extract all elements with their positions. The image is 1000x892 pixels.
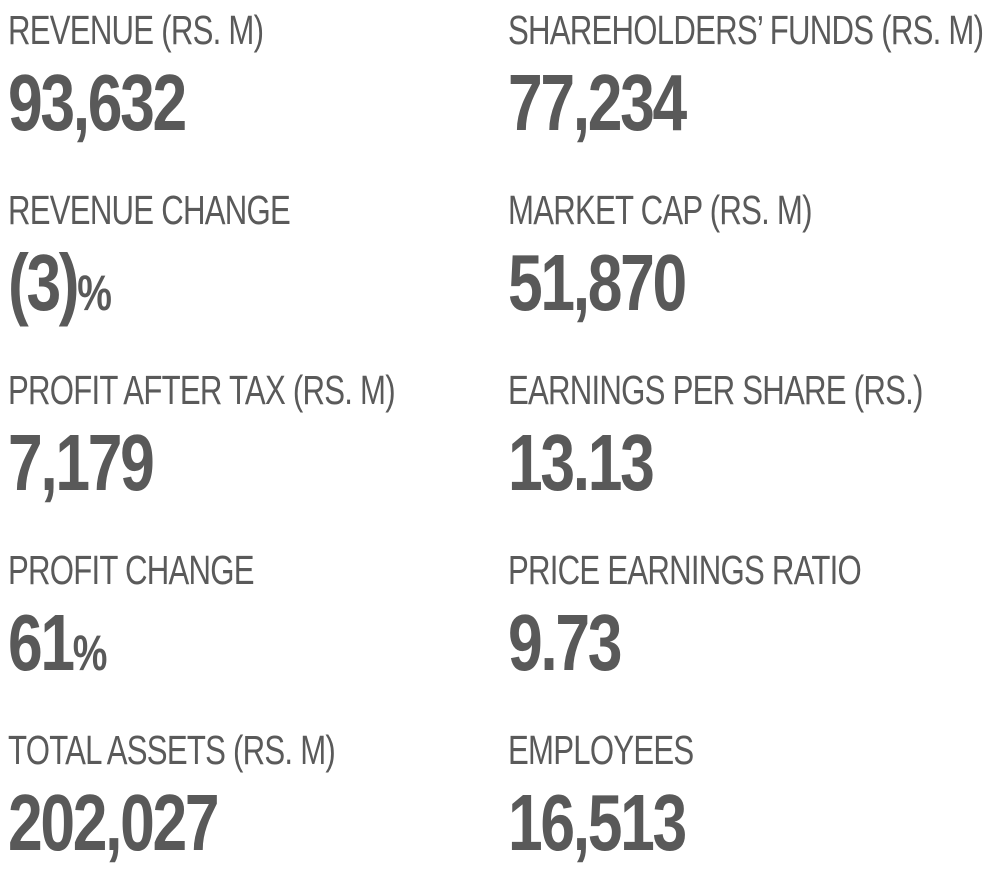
stat-label: REVENUE (RS. M) (8, 7, 264, 53)
stat-earnings-per-share: EARNINGS PER SHARE (RS.) 13.13 (508, 360, 1000, 532)
stat-label: PROFIT AFTER TAX (RS. M) (8, 367, 396, 413)
stat-profit-after-tax: PROFIT AFTER TAX (RS. M) 7,179 (8, 360, 503, 532)
stat-value: (3)% (8, 242, 112, 334)
stat-number: 77,234 (508, 58, 687, 147)
stat-value: 61% (8, 602, 107, 694)
stat-number: 93,632 (8, 58, 187, 147)
stat-value: 13.13 (508, 422, 655, 504)
stat-value: 77,234 (508, 62, 687, 144)
stat-shareholders-funds: SHAREHOLDERS’ FUNDS (RS. M) 77,234 (508, 0, 1000, 172)
stat-value: 51,870 (508, 242, 687, 324)
stat-label: EARNINGS PER SHARE (RS.) (508, 367, 923, 413)
stat-number: 9.73 (508, 598, 622, 687)
stat-label: REVENUE CHANGE (8, 187, 291, 233)
stat-number: 51,870 (508, 238, 687, 327)
stat-value: 9.73 (508, 602, 622, 684)
stat-revenue-change: REVENUE CHANGE (3)% (8, 180, 503, 352)
stat-profit-change: PROFIT CHANGE 61% (8, 540, 503, 712)
stat-label: SHAREHOLDERS’ FUNDS (RS. M) (508, 7, 984, 53)
stat-value: 93,632 (8, 62, 187, 144)
stat-market-cap: MARKET CAP (RS. M) 51,870 (508, 180, 1000, 352)
stat-total-assets: TOTAL ASSETS (RS. M) 202,027 (8, 720, 503, 892)
percent-suffix: % (72, 625, 108, 681)
stat-value: 202,027 (8, 782, 220, 864)
key-figures-grid: REVENUE (RS. M) 93,632 SHAREHOLDERS’ FUN… (8, 0, 1000, 864)
stat-label: PRICE EARNINGS RATIO (508, 547, 862, 593)
stat-label: PROFIT CHANGE (8, 547, 255, 593)
stat-label: TOTAL ASSETS (RS. M) (8, 727, 336, 773)
stat-label: EMPLOYEES (508, 727, 694, 773)
stat-revenue: REVENUE (RS. M) 93,632 (8, 0, 503, 172)
stat-value: 7,179 (8, 422, 155, 504)
stat-number: 61 (8, 598, 75, 687)
stat-price-earnings-ratio: PRICE EARNINGS RATIO 9.73 (508, 540, 1000, 712)
stat-number: 13.13 (508, 418, 655, 507)
stat-employees: EMPLOYEES 16,513 (508, 720, 1000, 892)
stat-number: 7,179 (8, 418, 155, 507)
percent-suffix: % (77, 265, 112, 321)
stat-label: MARKET CAP (RS. M) (508, 187, 812, 233)
stat-number: 16,513 (508, 778, 687, 867)
stat-value: 16,513 (508, 782, 687, 864)
stat-number: (3) (8, 238, 80, 327)
stat-number: 202,027 (8, 778, 220, 867)
